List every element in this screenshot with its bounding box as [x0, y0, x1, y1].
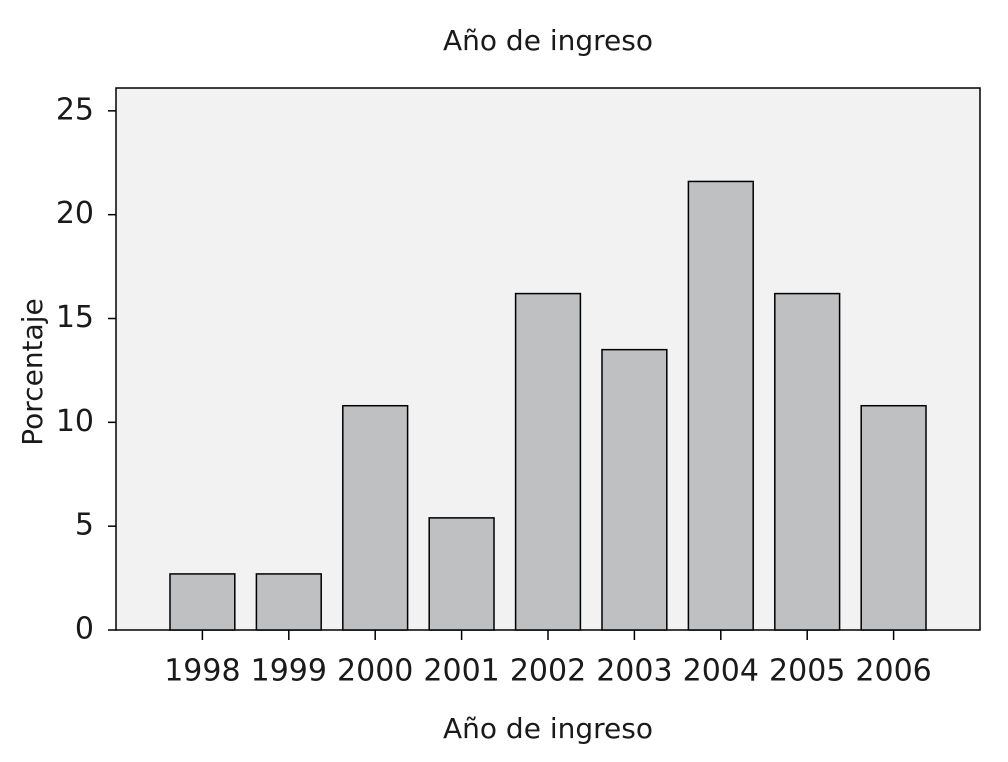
y-tick-label: 15 — [56, 300, 94, 335]
x-axis-label: Año de ingreso — [443, 712, 653, 745]
bar — [601, 348, 668, 631]
y-axis-label: Porcentaje — [16, 298, 49, 445]
x-tick-label: 2000 — [337, 654, 413, 689]
bar — [514, 292, 582, 631]
bar — [774, 292, 841, 631]
bar — [428, 517, 495, 631]
y-tick-label: 20 — [56, 196, 94, 231]
x-tick-label: 2004 — [683, 654, 759, 689]
x-tick-label: 2002 — [510, 654, 586, 689]
y-tick-label: 10 — [56, 404, 94, 439]
bar — [342, 404, 409, 631]
bar — [687, 180, 754, 631]
chart-title: Año de ingreso — [443, 24, 653, 57]
x-tick-label: 2005 — [769, 654, 845, 689]
x-tick-label: 2006 — [855, 654, 931, 689]
y-tick-label: 0 — [75, 612, 94, 647]
y-tick-label: 5 — [75, 508, 94, 543]
bar — [860, 404, 927, 631]
x-tick-label: 1998 — [164, 654, 240, 689]
bar — [169, 573, 236, 631]
y-tick-label: 25 — [56, 92, 94, 127]
x-tick-label: 2003 — [596, 654, 672, 689]
bar — [255, 573, 322, 631]
x-tick-label: 1999 — [251, 654, 327, 689]
x-tick-label: 2001 — [423, 654, 499, 689]
